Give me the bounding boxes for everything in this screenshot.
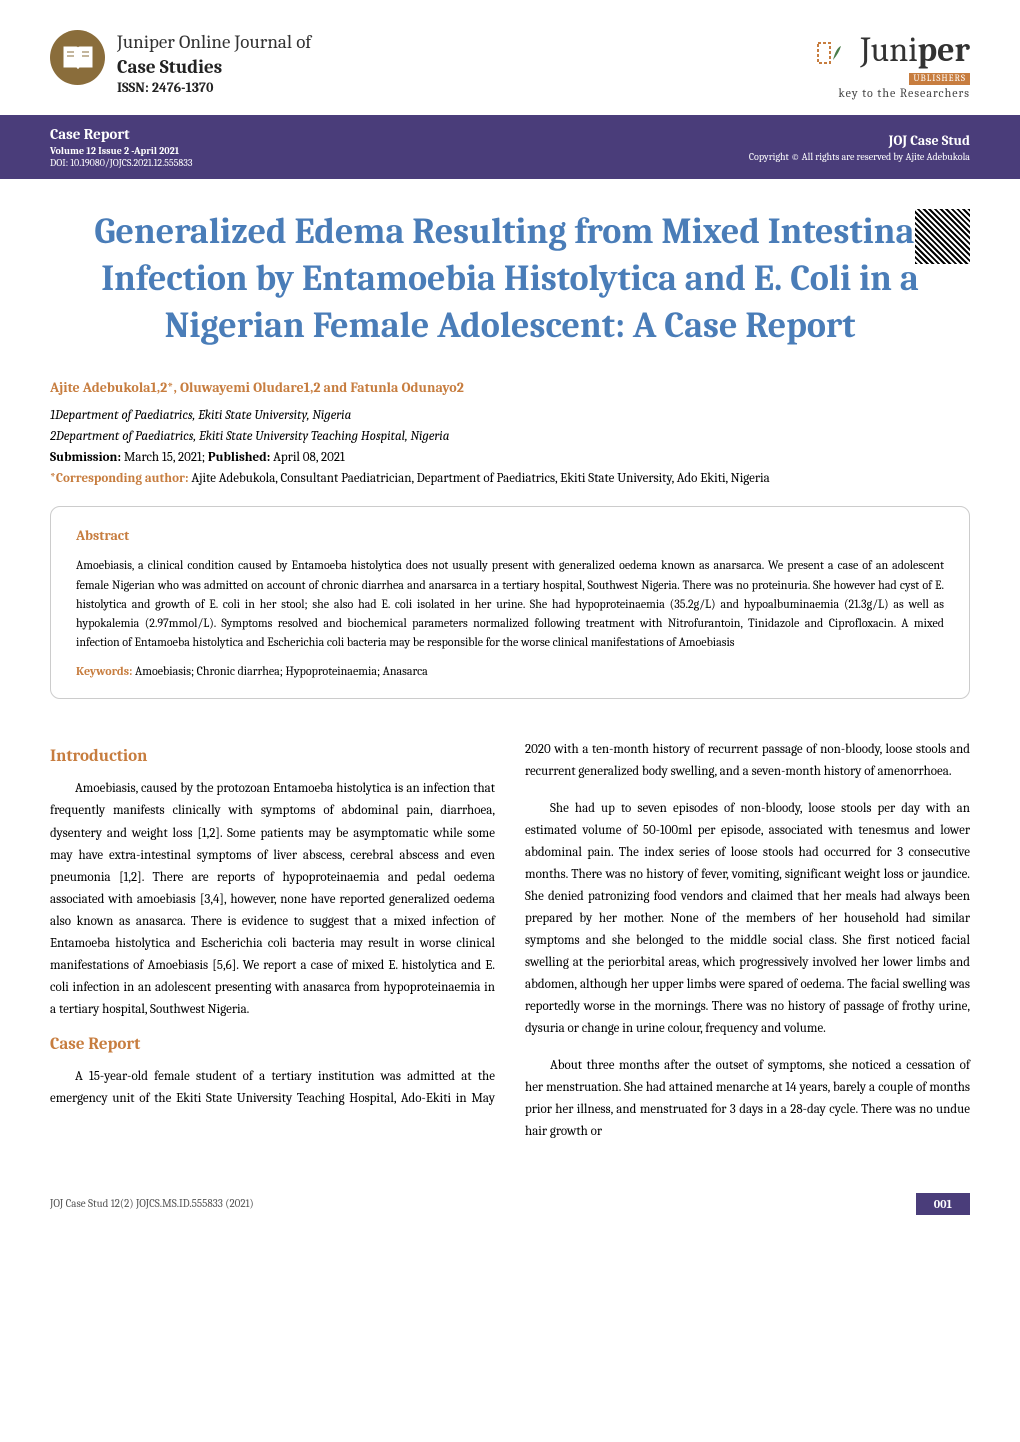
abstract-heading: Abstract	[76, 527, 944, 544]
case-paragraph-2: She had up to seven episodes of non-bloo…	[525, 798, 970, 1041]
submission-label: Submission:	[50, 450, 121, 465]
qr-code-icon	[915, 209, 970, 264]
publisher-name: Juniper	[813, 30, 970, 70]
article-title: Generalized Edema Resulting from Mixed I…	[80, 209, 940, 349]
volume-info: Volume 12 Issue 2 -April 2021	[50, 145, 192, 157]
main-content: Introduction Amoebiasis, caused by the p…	[0, 719, 1020, 1163]
title-section: Generalized Edema Resulting from Mixed I…	[0, 179, 1020, 379]
journal-line1: Juniper Online Journal of	[117, 30, 311, 55]
journal-line2: Case Studies	[117, 55, 311, 80]
abstract-box: Abstract Amoebiasis, a clinical conditio…	[50, 506, 970, 699]
submission-date: March 15, 2021;	[124, 450, 205, 465]
authors-list: Ajite Adebukola1,2*, Oluwayemi Oludare1,…	[0, 379, 1020, 396]
corresponding-text: Ajite Adebukola, Consultant Paediatricia…	[191, 471, 769, 486]
submission-info: Submission: March 15, 2021; Published: A…	[0, 450, 1020, 465]
corresponding-author: *Corresponding author: Ajite Adebukola, …	[0, 471, 1020, 486]
copyright-text: Copyright © All rights are reserved by A…	[749, 151, 970, 163]
abstract-text: Amoebiasis, a clinical condition caused …	[76, 556, 944, 652]
journal-logo: Juniper Online Journal of Case Studies I…	[50, 30, 311, 98]
publisher-tagline: key to the Researchers	[813, 86, 970, 100]
footer-citation: JOJ Case Stud 12(2) JOJCS.MS.ID.555833 (…	[50, 1197, 254, 1210]
keywords: Keywords: Amoebiasis; Chronic diarrhea; …	[76, 664, 944, 678]
keywords-text: Amoebiasis; Chronic diarrhea; Hypoprotei…	[135, 664, 428, 678]
journal-abbr: JOJ Case Stud	[749, 132, 970, 149]
page-footer: JOJ Case Stud 12(2) JOJCS.MS.ID.555833 (…	[0, 1163, 1020, 1235]
publisher-text1: Juni	[860, 30, 917, 70]
published-date: April 08, 2021	[273, 450, 345, 465]
corresponding-label: *Corresponding author:	[50, 471, 189, 486]
keywords-label: Keywords:	[76, 664, 132, 678]
published-label: Published:	[208, 450, 270, 465]
info-bar: Case Report Volume 12 Issue 2 -April 202…	[0, 115, 1020, 179]
introduction-text: Amoebiasis, caused by the protozoan Enta…	[50, 778, 495, 1021]
journal-issn: ISSN: 2476-1370	[117, 79, 311, 97]
publisher-logo: Juniper UBLISHERS key to the Researchers	[813, 30, 970, 100]
info-bar-right: JOJ Case Stud Copyright © All rights are…	[749, 132, 970, 163]
page-header: Juniper Online Journal of Case Studies I…	[0, 0, 1020, 115]
report-type: Case Report	[50, 125, 192, 143]
publisher-text2: per	[918, 30, 970, 70]
page-number: 001	[916, 1193, 970, 1215]
doi-info: DOI: 10.19080/JOJCS.2021.12.555833	[50, 157, 192, 169]
affiliation-2: 2Department of Paediatrics, Ekiti State …	[0, 429, 1020, 444]
introduction-heading: Introduction	[50, 747, 495, 766]
doi-value: 10.19080/JOJCS.2021.12.555833	[70, 157, 192, 169]
publisher-prefix: UBLISHERS	[909, 73, 970, 85]
publisher-subtitle: UBLISHERS	[813, 70, 970, 84]
affiliation-1: 1Department of Paediatrics, Ekiti State …	[0, 408, 1020, 423]
case-report-heading: Case Report	[50, 1035, 495, 1054]
book-icon	[50, 30, 105, 85]
info-bar-left: Case Report Volume 12 Issue 2 -April 202…	[50, 125, 192, 169]
case-paragraph-3: About three months after the outset of s…	[525, 1055, 970, 1143]
doi-label: DOI:	[50, 157, 68, 169]
journal-name: Juniper Online Journal of Case Studies I…	[117, 30, 311, 98]
